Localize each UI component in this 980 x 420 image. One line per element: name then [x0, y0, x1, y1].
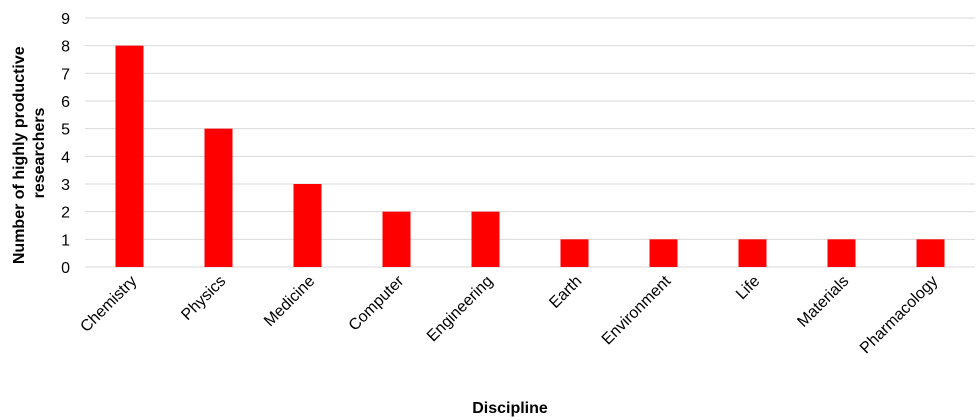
y-tick-label-5: 5	[61, 122, 70, 139]
y-tick-label-4: 4	[61, 149, 70, 166]
bar-materials	[827, 239, 856, 267]
x-category-label-computer: Computer	[346, 272, 408, 334]
x-category-label-materials: Materials	[794, 273, 852, 331]
x-category-label-pharmacology: Pharmacology	[857, 273, 941, 357]
y-axis-title: Number of highly productive researchers	[11, 42, 48, 264]
y-tick-label-8: 8	[61, 39, 70, 56]
x-category-label-medicine: Medicine	[261, 273, 318, 330]
bars	[115, 45, 945, 267]
y-tick-label-7: 7	[61, 66, 70, 83]
x-category-label-environment: Environment	[599, 272, 675, 348]
y-tick-label-2: 2	[61, 205, 70, 222]
bar-pharmacology	[916, 239, 945, 267]
y-tick-label-1: 1	[61, 232, 70, 249]
bar-environment	[649, 239, 678, 267]
y-tick-label-3: 3	[61, 177, 70, 194]
bar-life	[738, 239, 767, 267]
bar-medicine	[293, 184, 322, 267]
bar-computer	[382, 211, 411, 267]
y-axis-ticks: 0 1 2 3 4 5 6 7 8 9	[61, 11, 70, 277]
gridlines	[85, 17, 975, 268]
y-axis-title-line-1: Number of highly productive	[11, 46, 28, 264]
bar-physics	[204, 128, 233, 267]
y-tick-label-0: 0	[61, 260, 70, 277]
x-axis-title: Discipline	[472, 400, 548, 417]
x-category-label-life: Life	[733, 273, 763, 303]
x-category-label-engineering: Engineering	[424, 273, 496, 345]
y-tick-label-9: 9	[61, 11, 70, 28]
x-category-label-physics: Physics	[178, 273, 229, 324]
x-category-label-chemistry: Chemistry	[77, 273, 140, 336]
bar-earth	[560, 239, 589, 267]
y-axis-title-line-2: researchers	[31, 108, 48, 199]
bar-engineering	[471, 211, 500, 267]
x-axis-categories: Chemistry Physics Medicine Computer Engineer…	[77, 272, 941, 357]
bar-chemistry	[115, 45, 144, 267]
y-tick-label-6: 6	[61, 94, 70, 111]
x-category-label-earth: Earth	[546, 273, 585, 312]
